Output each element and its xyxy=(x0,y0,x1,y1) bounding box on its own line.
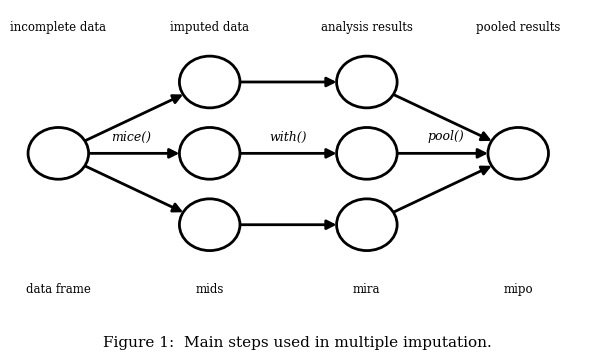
Text: imputed data: imputed data xyxy=(170,21,249,34)
Text: with(): with() xyxy=(270,131,307,143)
Text: mids: mids xyxy=(195,283,224,296)
Ellipse shape xyxy=(179,199,240,251)
Text: Figure 1:  Main steps used in multiple imputation.: Figure 1: Main steps used in multiple im… xyxy=(103,336,491,350)
Ellipse shape xyxy=(337,127,397,179)
Text: incomplete data: incomplete data xyxy=(10,21,106,34)
Ellipse shape xyxy=(28,127,89,179)
Ellipse shape xyxy=(179,56,240,108)
Ellipse shape xyxy=(488,127,548,179)
Ellipse shape xyxy=(179,127,240,179)
Ellipse shape xyxy=(337,56,397,108)
Text: mipo: mipo xyxy=(503,283,533,296)
Text: mice(): mice() xyxy=(111,131,151,143)
Text: pooled results: pooled results xyxy=(476,21,560,34)
Text: data frame: data frame xyxy=(26,283,91,296)
Text: pool(): pool() xyxy=(427,131,464,143)
Text: mira: mira xyxy=(353,283,381,296)
Text: analysis results: analysis results xyxy=(321,21,413,34)
Ellipse shape xyxy=(337,199,397,251)
